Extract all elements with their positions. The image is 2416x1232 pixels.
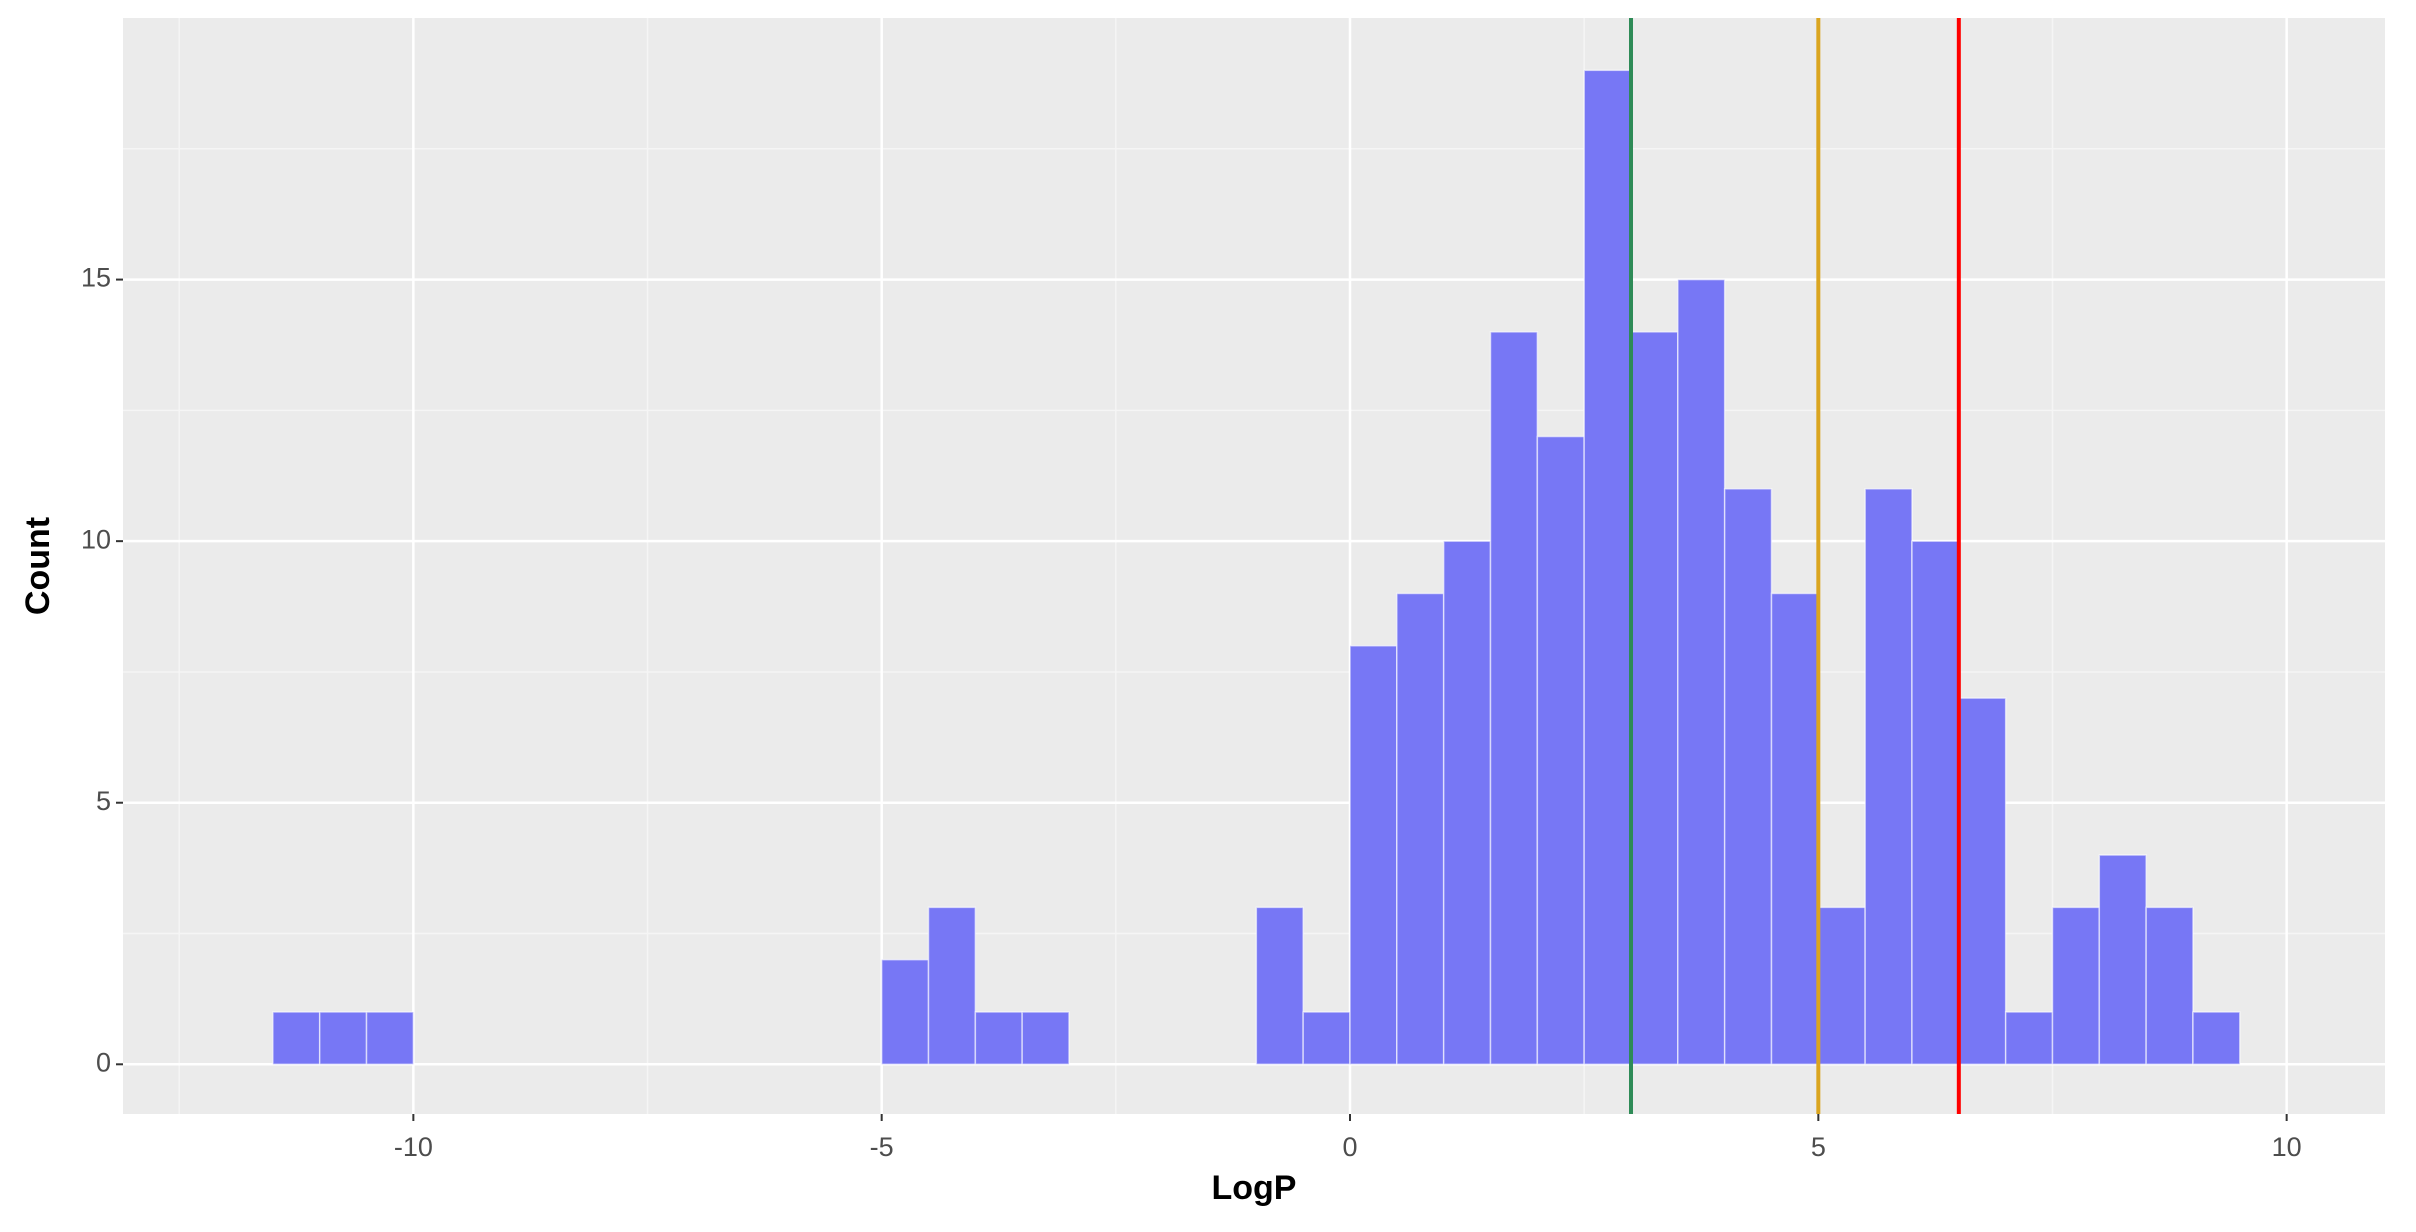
bar bbox=[1396, 592, 1445, 1066]
bar bbox=[365, 1011, 415, 1066]
bar bbox=[880, 958, 930, 1066]
bar bbox=[1770, 592, 1820, 1066]
bar bbox=[1255, 906, 1304, 1066]
panel-background bbox=[123, 18, 2385, 1114]
bar bbox=[1583, 69, 1632, 1066]
ticks: 0 5 10 15 -10 -5 0 5 10 bbox=[81, 263, 2302, 1162]
bar bbox=[1911, 540, 1960, 1066]
x-tick-label: -5 bbox=[870, 1132, 894, 1162]
y-tick-label: 10 bbox=[81, 524, 111, 554]
x-tick-label: 0 bbox=[1342, 1132, 1357, 1162]
x-tick-label: 10 bbox=[2272, 1132, 2302, 1162]
bar bbox=[2192, 1011, 2241, 1066]
x-axis-label: LogP bbox=[1212, 1169, 1297, 1207]
bar bbox=[2098, 854, 2147, 1066]
y-tick-label: 15 bbox=[81, 263, 111, 293]
y-axis-label: Count bbox=[19, 517, 57, 615]
bar bbox=[1630, 331, 1679, 1066]
bar bbox=[1021, 1011, 1070, 1066]
bar bbox=[1677, 278, 1726, 1066]
bar bbox=[1958, 697, 2007, 1066]
bar bbox=[1723, 488, 1773, 1066]
bar bbox=[2051, 906, 2101, 1066]
bar bbox=[318, 1011, 368, 1066]
bar bbox=[974, 1011, 1023, 1066]
x-tick-label: 5 bbox=[1811, 1132, 1826, 1162]
bar bbox=[1349, 645, 1398, 1066]
bar bbox=[2004, 1011, 2054, 1066]
bar bbox=[1864, 488, 1913, 1066]
bar bbox=[1442, 540, 1492, 1066]
bar bbox=[272, 1011, 321, 1066]
y-tick-label: 5 bbox=[96, 786, 111, 816]
reference-lines bbox=[1629, 18, 1961, 1114]
bars bbox=[272, 69, 2241, 1066]
bar bbox=[1489, 331, 1539, 1066]
bar bbox=[1536, 435, 1585, 1066]
bar bbox=[927, 906, 977, 1066]
bar bbox=[2145, 906, 2194, 1066]
bar bbox=[1302, 1011, 1351, 1066]
bar bbox=[1817, 906, 1866, 1066]
y-tick-label: 0 bbox=[96, 1047, 111, 1077]
x-tick-label: -10 bbox=[394, 1132, 433, 1162]
